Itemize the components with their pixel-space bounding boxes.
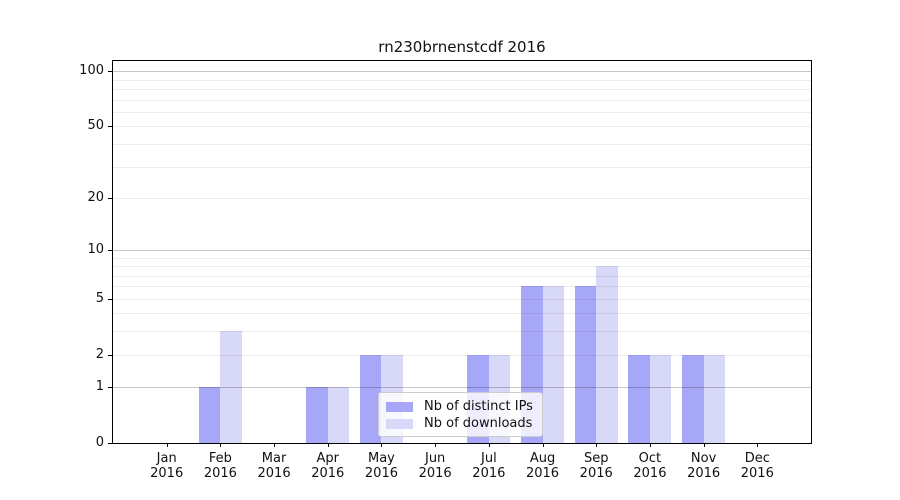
y-tick-label-100: 100 <box>79 63 104 79</box>
gridline-major-1 <box>113 387 811 389</box>
y-tick-mark-1 <box>108 387 112 389</box>
x-tick-label-dec: Dec 2016 <box>740 451 774 481</box>
x-tick-mark-jun <box>435 443 437 447</box>
x-tick-mark-feb <box>220 443 222 447</box>
bar-ips-feb <box>198 387 221 443</box>
bar-ips-apr <box>306 387 328 443</box>
x-tick-label-mar: Mar 2016 <box>257 451 291 481</box>
gridline-minor-20 <box>113 197 811 199</box>
gridline-minor-3 <box>113 331 811 333</box>
legend: Nb of distinct IPs Nb of downloads <box>378 392 543 437</box>
gridline-minor-6 <box>113 286 811 288</box>
legend-label-distinct-ips: Nb of distinct IPs <box>424 399 533 414</box>
x-tick-mark-aug <box>542 443 544 447</box>
gridline-minor-7 <box>113 275 811 277</box>
x-tick-label-sep: Sep 2016 <box>579 451 613 481</box>
x-tick-mark-sep <box>596 443 598 447</box>
x-tick-mark-jul <box>488 443 490 447</box>
x-tick-mark-nov <box>703 443 705 447</box>
y-tick-label-0: 0 <box>95 435 104 450</box>
y-tick-mark-50 <box>108 126 112 128</box>
y-tick-mark-2 <box>108 354 112 356</box>
legend-swatch-distinct-ips <box>386 401 413 412</box>
legend-swatch-downloads <box>386 418 413 429</box>
x-tick-label-may: May 2016 <box>364 451 398 481</box>
x-tick-label-apr: Apr 2016 <box>311 451 345 481</box>
bar-downloads-nov <box>703 354 726 443</box>
gridline-minor-9 <box>113 257 811 259</box>
y-tick-label-10: 10 <box>87 241 104 257</box>
x-tick-label-oct: Oct 2016 <box>633 451 667 481</box>
bar-downloads-feb <box>220 331 242 443</box>
x-tick-mark-may <box>381 443 383 447</box>
legend-item-downloads: Nb of downloads <box>386 416 534 431</box>
x-tick-mark-dec <box>757 443 759 447</box>
legend-item-distinct-ips: Nb of distinct IPs <box>386 399 534 414</box>
y-tick-mark-5 <box>108 298 112 300</box>
gridline-minor-70 <box>113 99 811 101</box>
gridline-minor-80 <box>113 89 811 91</box>
x-tick-mark-jan <box>166 443 168 447</box>
gridline-major-10 <box>113 249 811 251</box>
gridline-minor-8 <box>113 266 811 268</box>
x-tick-label-aug: Aug 2016 <box>525 451 560 481</box>
gridline-minor-50 <box>113 126 811 128</box>
x-tick-mark-oct <box>649 443 651 447</box>
bar-downloads-aug <box>542 286 564 443</box>
bar-ips-nov <box>682 354 704 443</box>
bar-ips-oct <box>628 354 650 443</box>
gridline-minor-60 <box>113 112 811 114</box>
bar-ips-may <box>359 354 382 443</box>
legend-label-downloads: Nb of downloads <box>424 416 533 431</box>
x-tick-label-nov: Nov 2016 <box>687 451 721 481</box>
gridline-minor-40 <box>113 144 811 146</box>
x-tick-label-jan: Jan 2016 <box>150 451 184 481</box>
x-tick-mark-mar <box>274 443 276 447</box>
y-tick-mark-20 <box>108 197 112 199</box>
y-tick-mark-100 <box>108 71 112 73</box>
chart-title: rn230brnenstcdf 2016 <box>378 38 546 56</box>
x-tick-mark-apr <box>327 443 329 447</box>
bar-ips-sep <box>574 286 597 443</box>
y-tick-label-50: 50 <box>87 118 104 134</box>
gridline-minor-2 <box>113 354 811 356</box>
y-tick-label-1: 1 <box>95 379 104 395</box>
y-tick-label-20: 20 <box>87 189 104 205</box>
gridline-minor-4 <box>113 313 811 315</box>
y-tick-label-2: 2 <box>95 346 104 362</box>
gridline-minor-5 <box>113 298 811 300</box>
bar-downloads-oct <box>649 354 672 443</box>
x-tick-label-feb: Feb 2016 <box>203 451 237 481</box>
x-tick-label-jun: Jun 2016 <box>418 451 452 481</box>
gridline-minor-90 <box>113 79 811 81</box>
bar-downloads-apr <box>327 387 350 443</box>
y-tick-mark-10 <box>108 249 112 251</box>
y-tick-mark-0 <box>108 443 112 444</box>
bar-downloads-sep <box>596 266 618 443</box>
gridline-major-100 <box>113 71 811 73</box>
gridline-minor-30 <box>113 166 811 168</box>
y-tick-label-5: 5 <box>95 290 104 306</box>
x-tick-label-jul: Jul 2016 <box>472 451 506 481</box>
